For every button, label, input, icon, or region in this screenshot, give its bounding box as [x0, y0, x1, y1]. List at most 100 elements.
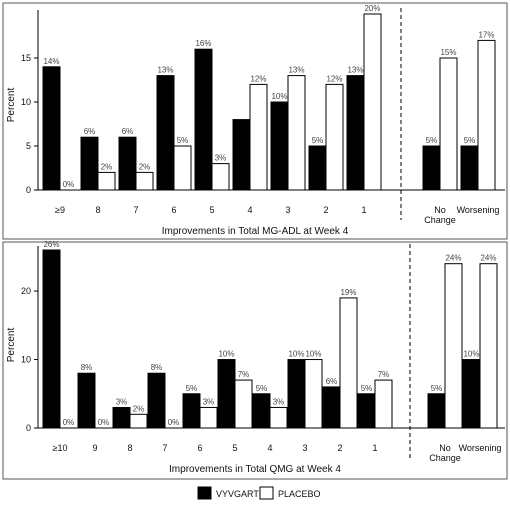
data-label: 10%	[305, 350, 321, 359]
data-label: 0%	[63, 180, 75, 189]
panel-mg-adl: Percent Improvements in Total MG-ADL at …	[6, 4, 505, 237]
y-axis-label: Percent	[6, 328, 17, 363]
legend-swatch-vyvgart	[197, 486, 212, 500]
bar-vyvgart	[194, 48, 213, 191]
legend-swatch-placebo	[259, 486, 274, 500]
bar-vyvgart	[427, 393, 446, 429]
data-label: 5%	[256, 384, 268, 393]
data-label: 14%	[43, 57, 59, 66]
data-label: 16%	[195, 39, 211, 48]
data-label: 24%	[445, 254, 461, 263]
category-label: 3	[302, 443, 307, 453]
category-label: ≥9	[55, 205, 65, 215]
bar-vyvgart	[77, 372, 96, 429]
bar-vyvgart	[322, 386, 341, 429]
bar-vyvgart	[112, 406, 131, 429]
data-label: 2%	[133, 404, 145, 413]
bar-placebo	[97, 171, 116, 191]
y-tick-label: 20	[21, 286, 31, 296]
y-tick-label: 5	[26, 141, 31, 151]
bar-placebo	[363, 13, 382, 191]
category-label: 1	[361, 205, 366, 215]
bar-placebo	[479, 263, 498, 429]
data-label: 7%	[378, 370, 390, 379]
data-label: 17%	[478, 30, 494, 39]
data-label: 10%	[271, 92, 287, 101]
data-label: 2%	[139, 162, 151, 171]
bar-vyvgart	[182, 393, 201, 429]
y-tick-label: 15	[21, 53, 31, 63]
category-label: 4	[267, 443, 272, 453]
data-label: 10%	[463, 350, 479, 359]
bar-placebo	[199, 406, 218, 429]
data-label: 0%	[168, 418, 180, 427]
data-label: 5%	[177, 136, 189, 145]
y-axis-label: Percent	[6, 88, 17, 123]
data-label: 5%	[426, 136, 438, 145]
bar-placebo	[135, 171, 154, 191]
data-label: 0%	[98, 418, 110, 427]
category-label: No	[434, 205, 446, 215]
bar-placebo	[249, 83, 268, 191]
category-label: 7	[133, 205, 138, 215]
panel-top-frame	[2, 2, 508, 240]
category-label: 5	[209, 205, 214, 215]
y-tick-label: 0	[26, 185, 31, 195]
bar-placebo	[234, 379, 253, 429]
data-label: 2%	[101, 162, 113, 171]
category-label: 3	[285, 205, 290, 215]
data-label: 8%	[151, 363, 163, 372]
bar-vyvgart	[270, 101, 289, 191]
data-label: 3%	[116, 397, 128, 406]
data-label: 10%	[288, 350, 304, 359]
category-label: 4	[247, 205, 252, 215]
data-label: 13%	[347, 66, 363, 75]
bar-vyvgart	[217, 359, 236, 429]
bar-vyvgart	[460, 145, 479, 191]
bar-vyvgart	[252, 393, 271, 429]
legend-label-placebo: PLACEBO	[278, 489, 321, 499]
legend-label-vyvgart: VYVGART	[216, 489, 259, 499]
data-label: 3%	[273, 397, 285, 406]
data-label: 12%	[326, 74, 342, 83]
y-tick-label: 10	[21, 355, 31, 365]
bar-placebo	[287, 75, 306, 191]
bar-placebo	[269, 406, 288, 429]
data-label: 3%	[203, 397, 215, 406]
data-label: 5%	[361, 384, 373, 393]
data-label: 0%	[63, 418, 75, 427]
category-label: 8	[95, 205, 100, 215]
bar-vyvgart	[346, 75, 365, 191]
legend: VYVGART PLACEBO	[197, 486, 321, 500]
data-label: 5%	[464, 136, 476, 145]
category-label: ≥10	[53, 443, 68, 453]
data-label: 6%	[122, 127, 134, 136]
y-tick-label: 10	[21, 97, 31, 107]
data-label: 13%	[288, 66, 304, 75]
data-label: 7%	[238, 370, 250, 379]
bar-vyvgart	[308, 145, 327, 191]
data-label: 10%	[218, 350, 234, 359]
category-label: Change	[429, 453, 461, 463]
bar-placebo	[374, 379, 393, 429]
data-label: 26%	[43, 240, 59, 249]
category-label: 2	[337, 443, 342, 453]
category-label: 5	[232, 443, 237, 453]
bar-vyvgart	[357, 393, 376, 429]
bar-placebo	[173, 145, 192, 191]
bar-vyvgart	[147, 372, 166, 429]
data-label: 19%	[340, 288, 356, 297]
panel-bottom-frame	[2, 241, 508, 480]
data-label: 5%	[312, 136, 324, 145]
category-label: 7	[162, 443, 167, 453]
category-label: 2	[323, 205, 328, 215]
y-tick-label: 0	[26, 423, 31, 433]
category-label: No	[439, 443, 451, 453]
bar-placebo	[129, 413, 148, 429]
bar-placebo	[439, 57, 458, 191]
bar-placebo	[477, 39, 496, 191]
data-label: 6%	[326, 377, 338, 386]
bar-vyvgart	[118, 136, 137, 191]
bar-vyvgart	[462, 359, 481, 429]
